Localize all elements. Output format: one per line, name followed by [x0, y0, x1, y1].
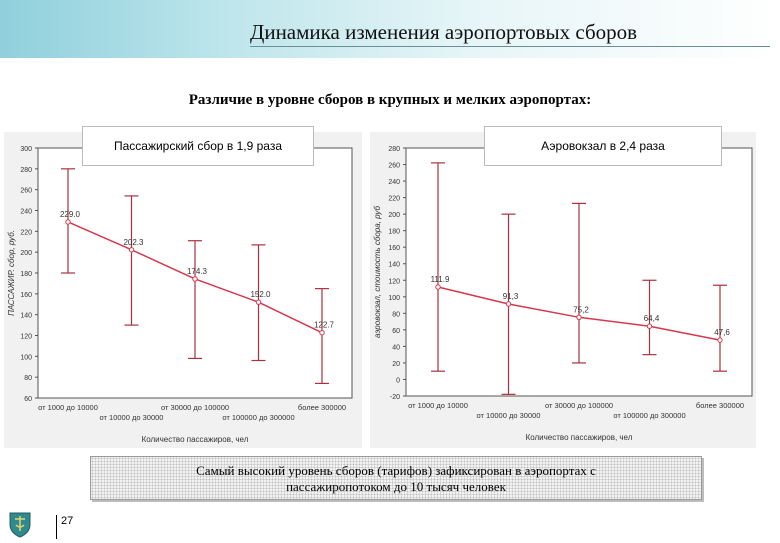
chart-passenger-fee: 300 280 260 240 220 200 180 160 140 120 100 80 60 ПАС…: [4, 132, 362, 448]
y-tick-label: 280: [20, 167, 32, 174]
data-point: [717, 337, 723, 343]
y-tick-label: 20: [392, 361, 400, 368]
x-category-label: от 1000 до 10000: [38, 403, 98, 412]
y-axis-label: ПАССАЖИР. сбор, руб.: [7, 230, 16, 316]
x-category-label: от 1000 до 10000: [408, 401, 468, 410]
data-label: 174.3: [187, 267, 208, 276]
chart-terminal-fee: 280 260 240 220 200 180 160 140 120 100 80 60 40 20 0-…: [370, 132, 756, 448]
y-tick-label: 100: [20, 354, 32, 361]
y-tick-label: 300: [20, 146, 32, 153]
data-point: [435, 284, 441, 290]
x-category-label: более 300000: [696, 401, 744, 410]
x-category-label: от 30000 до 100000: [545, 401, 613, 410]
data-point: [65, 219, 71, 225]
conclusion-note: Самый высокий уровень сборов (тарифов) з…: [90, 456, 702, 500]
header-band: [0, 0, 780, 58]
y-tick-label: 60: [392, 328, 400, 335]
slide-subtitle: Различие в уровне сборов в крупных и мел…: [188, 92, 592, 108]
y-tick-label: 160: [388, 245, 400, 252]
y-tick-label: 180: [20, 271, 32, 278]
y-tick-label: 160: [20, 292, 32, 299]
data-label: 64,4: [644, 314, 660, 323]
page-number: 27: [56, 515, 73, 539]
data-label: 111.9: [431, 275, 450, 284]
y-tick-label: 140: [388, 262, 400, 269]
y-tick-label: 120: [20, 334, 32, 341]
y-tick-label: 220: [20, 229, 32, 236]
y-tick-label: 120: [388, 278, 400, 285]
data-point: [319, 329, 325, 336]
x-category-label: от 100000 до 300000: [613, 411, 685, 420]
y-tick-label: 240: [388, 179, 400, 186]
x-category-label: от 10000 до 30000: [477, 411, 541, 420]
data-point: [576, 314, 582, 321]
data-point: [128, 247, 135, 253]
y-tick-label: 40: [392, 344, 400, 351]
y-tick-label: 180: [388, 229, 400, 236]
data-point: [505, 301, 512, 307]
data-label: 47,6: [714, 328, 730, 337]
emblem-logo: [8, 510, 32, 538]
y-tick-label: 260: [388, 163, 400, 170]
data-label: 229.0: [60, 210, 81, 219]
data-label: 75,2: [573, 305, 589, 314]
chart-caption-terminal: Аэровокзал в 2,4 раза: [484, 126, 722, 166]
data-label: 152.0: [250, 290, 271, 299]
y-tick-label: 80: [392, 311, 400, 318]
conclusion-line-2: пассажиропотоком до 10 тысяч человек: [286, 479, 506, 494]
y-tick-label: 200: [388, 212, 400, 219]
y-tick-label: -20: [390, 394, 400, 401]
chart-terminal-fee-svg: 280260240220200180160140120100806040200-…: [370, 132, 756, 448]
x-category-label: более 300000: [298, 403, 346, 412]
x-category-label: от 10000 до 30000: [100, 413, 164, 422]
data-point: [192, 276, 198, 282]
chart-passenger-fee-svg: 300 280 260 240 220 200 180 160 140 120 100 80 60 ПАС…: [4, 132, 362, 448]
data-label: 122.7: [314, 321, 335, 330]
x-axis-label: Количество пассажиров, чел: [526, 433, 633, 442]
y-tick-label: 0: [396, 377, 400, 384]
page-title: Динамика изменения аэропортовых сборов: [250, 20, 770, 47]
y-tick-label: 260: [20, 188, 32, 195]
y-tick-label: 200: [20, 250, 32, 257]
y-tick-label: 280: [388, 146, 400, 153]
y-axis-label: аэровокзал, стоимость сбора, руб: [373, 205, 382, 338]
conclusion-line-1: Самый высокий уровень сборов (тарифов) з…: [196, 463, 596, 478]
x-axis-label: Количество пассажиров, чел: [142, 435, 249, 444]
y-tick-label: 240: [20, 209, 32, 216]
y-tick-label: 220: [388, 196, 400, 203]
data-point: [255, 299, 262, 305]
y-tick-label: 80: [24, 375, 32, 382]
y-tick-label: 100: [388, 295, 400, 302]
data-label: 91,3: [503, 292, 519, 301]
x-category-label: от 100000 до 300000: [222, 413, 294, 422]
data-point: [646, 323, 653, 329]
y-tick-label: 140: [20, 313, 32, 320]
data-label: 202.3: [123, 238, 144, 247]
x-category-label: от 30000 до 100000: [161, 403, 229, 412]
chart-caption-passenger: Пассажирский сбор в 1,9 раза: [82, 126, 314, 166]
y-tick-label: 60: [24, 396, 32, 403]
